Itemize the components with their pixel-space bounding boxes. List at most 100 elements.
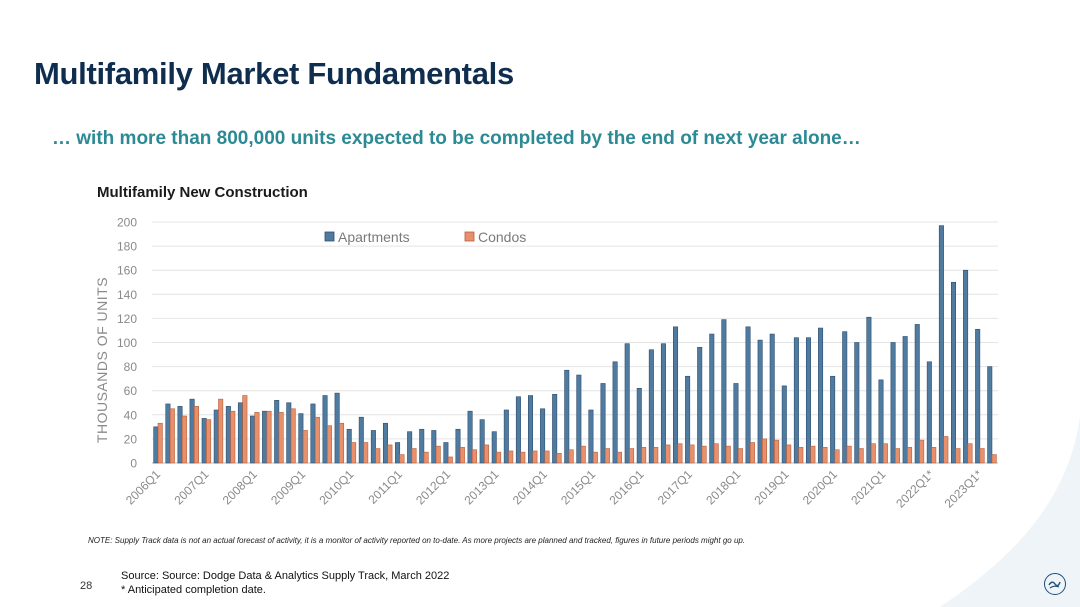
y-tick-label: 140 [117, 288, 137, 302]
bar-apartments [709, 333, 715, 464]
y-axis-label: THOUSANDS OF UNITS [94, 277, 110, 443]
bar-condos [496, 451, 502, 464]
bar-apartments [660, 343, 666, 464]
bar-condos [290, 408, 296, 464]
bar-condos [181, 415, 187, 464]
x-tick-label: 2014Q1 [510, 467, 550, 507]
bar-condos [447, 456, 453, 464]
bar-condos [701, 445, 707, 464]
bar-apartments [395, 442, 401, 464]
bar-apartments [600, 383, 606, 464]
bar-condos [157, 422, 163, 464]
bar-apartments [419, 428, 425, 464]
bar-condos [266, 410, 272, 464]
bar-condos [363, 442, 369, 464]
chart-title: Multifamily New Construction [97, 184, 308, 201]
bar-condos [423, 451, 429, 464]
y-tick-label: 120 [117, 312, 137, 326]
bar-condos [278, 412, 284, 464]
bar-condos [399, 454, 405, 464]
bar-apartments [902, 336, 908, 464]
bar-apartments [793, 337, 799, 464]
bar-condos [629, 448, 635, 464]
x-tick-label: 2017Q1 [655, 467, 695, 507]
y-tick-label: 0 [130, 457, 137, 471]
bar-condos [822, 447, 828, 464]
x-tick-label: 2013Q1 [461, 467, 501, 507]
bar-apartments [890, 342, 896, 464]
bar-apartments [443, 442, 449, 464]
bar-condos [858, 448, 864, 464]
bar-apartments [491, 431, 497, 464]
x-tick-label: 2006Q1 [123, 467, 163, 507]
bar-condos [544, 450, 550, 464]
bar-apartments [975, 328, 981, 464]
bar-condos [749, 442, 755, 464]
y-tick-label: 100 [117, 336, 137, 350]
bar-condos [520, 451, 526, 464]
bar-condos [810, 445, 816, 464]
bar-apartments [830, 375, 836, 464]
page-number: 28 [80, 580, 93, 592]
bar-apartments [938, 225, 944, 464]
y-axis-ticks: 0 20 40 60 80 100 120 140 160 180 200 [117, 216, 137, 471]
y-tick-label: 60 [124, 384, 138, 398]
x-tick-label: 2018Q1 [703, 467, 743, 507]
bar-apartments [467, 410, 473, 464]
bar-apartments [914, 324, 920, 464]
bar-apartments [213, 409, 219, 464]
bar-apartments [189, 398, 195, 464]
bar-apartments [745, 326, 751, 464]
page-subtitle: … with more than 800,000 units expected … [52, 128, 861, 149]
bar-apartments [540, 408, 546, 464]
bar-condos [592, 451, 598, 464]
bar-apartments [358, 416, 364, 464]
bar-condos [218, 398, 224, 464]
bar-condos [471, 449, 477, 464]
bar-apartments [842, 331, 848, 464]
bar-apartments [805, 337, 811, 464]
bar-apartments [431, 430, 437, 464]
bar-condos [604, 448, 610, 464]
y-tick-label: 200 [117, 216, 137, 230]
company-logo-icon [1044, 573, 1066, 595]
bar-condos [713, 443, 719, 464]
y-tick-label: 40 [124, 408, 138, 422]
x-tick-label: 2012Q1 [413, 467, 453, 507]
bar-apartments [153, 426, 159, 464]
bar-condos [919, 439, 925, 464]
y-tick-label: 180 [117, 240, 137, 254]
bar-apartments [334, 392, 340, 464]
bar-condos [254, 412, 260, 464]
bar-condos [991, 454, 997, 464]
bar-condos [882, 443, 888, 464]
bar-condos [580, 445, 586, 464]
chart-note: NOTE: Supply Track data is not an actual… [88, 536, 746, 545]
bar-condos [532, 450, 538, 464]
bar-apartments [407, 431, 413, 464]
bar-condos [870, 443, 876, 464]
legend-label-apartments: Apartments [338, 229, 410, 245]
bar-condos [206, 419, 212, 464]
bar-apartments [757, 339, 763, 464]
bar-apartments [346, 428, 352, 464]
bar-apartments [503, 409, 509, 464]
bar-apartments [781, 385, 787, 464]
bar-condos [834, 449, 840, 464]
bar-apartments [987, 366, 993, 464]
bar-apartments [165, 403, 171, 464]
bar-apartments [733, 383, 739, 464]
bar-apartments [963, 269, 969, 464]
bar-apartments [818, 327, 824, 464]
bar-condos [302, 430, 308, 464]
bar-apartments [721, 319, 727, 464]
bar-condos [375, 448, 381, 464]
x-tick-label: 2019Q1 [752, 467, 792, 507]
bar-apartments [286, 402, 292, 464]
bar-condos [786, 444, 792, 464]
x-tick-label: 2020Q1 [800, 467, 840, 507]
bar-apartments [878, 379, 884, 464]
bar-condos [798, 447, 804, 464]
bar-condos [737, 448, 743, 464]
bar-condos [725, 445, 731, 464]
